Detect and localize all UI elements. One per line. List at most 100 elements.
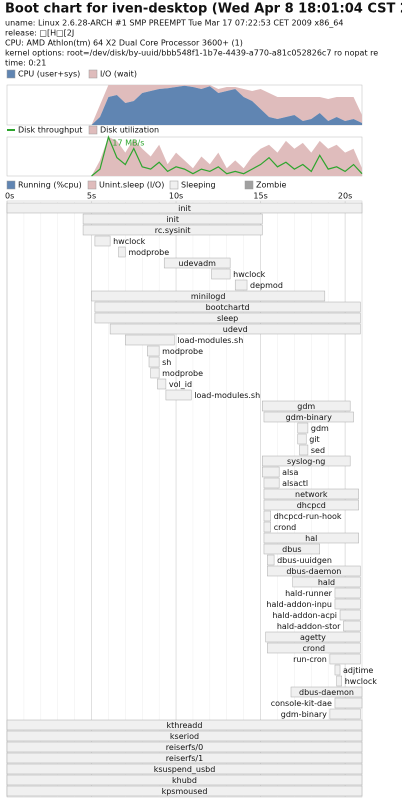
process-bar <box>297 433 307 445</box>
process-bar <box>290 686 363 698</box>
process-label: rc.sysinit <box>155 226 191 235</box>
process-label: run-cron <box>293 655 327 664</box>
process-bar <box>234 279 248 291</box>
process-label: gdm <box>297 402 315 411</box>
process-bar <box>329 708 361 720</box>
process-label: hwclock <box>345 677 378 686</box>
process-bar <box>334 697 363 709</box>
util-area <box>91 137 363 176</box>
process-bar <box>343 620 361 632</box>
process-bar <box>265 631 361 643</box>
process-label: init <box>178 204 191 213</box>
process-label: vol_id <box>169 380 192 389</box>
process-bar <box>6 719 363 731</box>
x-tick-label: 10s <box>169 192 183 201</box>
process-label: hwclock <box>233 270 266 279</box>
process-label: modprobe <box>162 369 203 378</box>
process-label: crond <box>303 644 326 653</box>
process-label: dhcpcd-run-hook <box>274 512 342 521</box>
process-label: khubd <box>172 776 197 785</box>
process-label: hal <box>305 534 317 543</box>
process-bar <box>262 400 351 412</box>
process-bar <box>262 466 280 478</box>
legend-swatch <box>87 180 97 190</box>
process-label: hald-addon-stor <box>277 622 341 631</box>
process-label: kseriod <box>170 732 199 741</box>
process-bar <box>339 609 361 621</box>
process-label: hald-addon-acpi <box>272 611 337 620</box>
process-label: hald-runner <box>285 589 333 598</box>
process-label: reiserfs/1 <box>166 754 203 763</box>
process-bar <box>297 422 309 434</box>
x-tick-label: 20s <box>338 192 352 201</box>
process-bar <box>263 521 271 533</box>
process-label: sed <box>311 446 325 455</box>
x-tick-label: 0s <box>5 192 14 201</box>
process-label: dhcpcd <box>297 501 326 510</box>
process-label: sleep <box>217 314 238 323</box>
process-bar <box>299 444 309 456</box>
process-label: udevd <box>223 325 248 334</box>
legend-label: I/O (wait) <box>100 70 137 79</box>
process-label: kthreadd <box>167 721 203 730</box>
process-bar <box>334 664 341 676</box>
process-label: load-modules.sh <box>194 391 260 400</box>
legend-swatch <box>6 180 16 190</box>
process-bar <box>109 323 361 335</box>
process-bar <box>336 675 342 687</box>
throughput-line <box>91 135 363 177</box>
process-label: alsa <box>282 468 298 477</box>
process-label: load-modules.sh <box>177 336 243 345</box>
process-bar <box>165 389 192 401</box>
process-bar <box>125 334 175 346</box>
process-bar <box>157 378 167 390</box>
process-bar <box>329 653 361 665</box>
process-bar <box>6 763 363 775</box>
process-bar <box>6 785 363 797</box>
header-line: uname: Linux 2.6.28-ARCH #1 SMP PREEMPT … <box>5 19 343 28</box>
process-bar <box>163 257 231 269</box>
process-label: kpsmoused <box>162 787 208 796</box>
header-line: kernel options: root=/dev/disk/by-uuid/b… <box>5 49 378 58</box>
process-label: dbus-daemon <box>299 688 354 697</box>
process-label: depmod <box>250 281 283 290</box>
process-bar <box>6 741 363 753</box>
process-bar <box>263 510 271 522</box>
process-bar <box>334 587 361 599</box>
process-bar <box>263 411 354 423</box>
process-label: hald-addon-inpu <box>266 600 332 609</box>
legend-label: Disk throughput <box>18 126 82 135</box>
process-label: reiserfs/0 <box>166 743 203 752</box>
process-label: gdm-binary <box>286 413 332 422</box>
process-bar <box>263 543 320 555</box>
legend-swatch <box>244 180 254 190</box>
x-tick-label: 5s <box>87 192 96 201</box>
process-bar <box>82 224 263 236</box>
process-label: gdm-binary <box>281 710 327 719</box>
process-label: dbus-uuidgen <box>277 556 332 565</box>
process-label: adjtime <box>343 666 373 675</box>
legend-label: Disk utilization <box>100 126 159 135</box>
legend-label: Sleeping <box>181 181 216 190</box>
process-bar <box>263 477 280 489</box>
process-label: init <box>166 215 179 224</box>
process-bar <box>334 598 361 610</box>
legend-swatch <box>169 180 179 190</box>
process-label: console-kit-dae <box>271 699 332 708</box>
process-bar <box>94 235 111 247</box>
process-label: dbus-daemon <box>286 567 341 576</box>
process-label: network <box>295 490 328 499</box>
process-label: minilogd <box>191 292 226 301</box>
annotation: 17 MB/s <box>112 139 144 148</box>
process-label: git <box>309 435 319 444</box>
process-label: crond <box>274 523 297 532</box>
process-bar <box>211 268 231 280</box>
process-bar <box>6 730 363 742</box>
process-bar <box>6 774 363 786</box>
process-bar <box>267 642 361 654</box>
process-bar <box>147 345 160 357</box>
process-bar <box>91 290 326 302</box>
legend-label: Running (%cpu) <box>18 181 82 190</box>
process-label: modprobe <box>162 347 203 356</box>
process-label: alsactl <box>282 479 308 488</box>
